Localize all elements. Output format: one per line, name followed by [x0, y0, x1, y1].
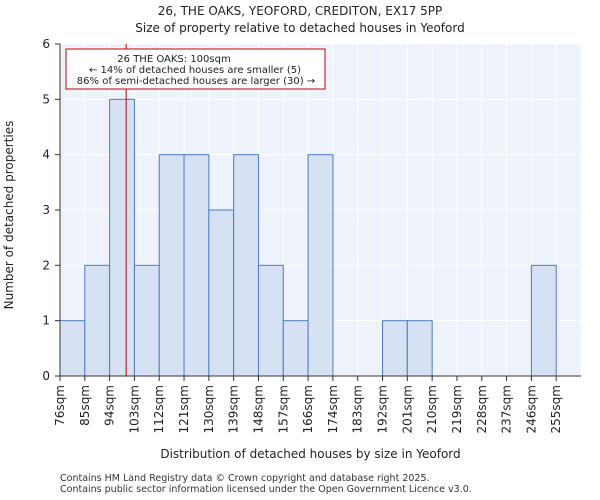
- x-tick-label: 219sqm: [450, 385, 464, 433]
- x-tick-label: 210sqm: [425, 385, 439, 433]
- x-tick-label: 183sqm: [351, 385, 365, 433]
- bar: [158, 154, 185, 377]
- chart-title: 26, THE OAKS, YEOFORD, CREDITON, EX17 5P…: [157, 4, 443, 18]
- x-tick-label: 103sqm: [127, 385, 141, 433]
- y-tick-label: 5: [42, 92, 50, 106]
- x-tick-label: 166sqm: [301, 385, 315, 433]
- bar: [530, 264, 557, 377]
- y-tick-label: 6: [42, 37, 50, 51]
- x-tick-label: 228sqm: [475, 385, 489, 433]
- x-tick-label: 148sqm: [251, 385, 265, 433]
- footer-line-2: Contains public sector information licen…: [60, 484, 472, 495]
- chart-subtitle: Size of property relative to detached ho…: [135, 21, 465, 35]
- x-tick-label: 139sqm: [227, 385, 241, 433]
- annotation-line: 86% of semi-detached houses are larger (…: [77, 76, 315, 87]
- x-tick-label: 201sqm: [400, 385, 414, 433]
- x-tick-label: 121sqm: [177, 385, 191, 433]
- x-tick-label: 174sqm: [326, 385, 340, 433]
- footer-line-1: Contains HM Land Registry data © Crown c…: [60, 473, 430, 484]
- y-tick-label: 1: [42, 314, 50, 328]
- bar: [382, 320, 408, 377]
- bar: [59, 320, 86, 377]
- bar: [406, 320, 433, 377]
- x-tick-label: 94sqm: [103, 385, 117, 426]
- y-tick-label: 0: [42, 369, 50, 383]
- bar: [208, 209, 235, 377]
- bar: [257, 264, 284, 377]
- bar: [109, 98, 135, 377]
- x-tick-label: 130sqm: [202, 385, 216, 433]
- bar: [233, 154, 259, 377]
- x-tick-label: 76sqm: [53, 385, 67, 426]
- annotation-line: 26 THE OAKS: 100sqm: [117, 54, 230, 65]
- bar: [307, 154, 334, 377]
- x-tick-label: 85sqm: [78, 385, 92, 426]
- x-tick-label: 157sqm: [276, 385, 290, 433]
- y-tick-label: 3: [42, 203, 50, 217]
- x-tick-label: 255sqm: [549, 385, 563, 433]
- x-tick-label: 112sqm: [152, 385, 166, 433]
- y-tick-label: 2: [42, 258, 50, 272]
- bar: [183, 154, 210, 377]
- x-tick-label: 246sqm: [524, 385, 538, 433]
- x-tick-label: 237sqm: [500, 385, 514, 433]
- x-tick-label: 192sqm: [376, 385, 390, 433]
- annotation-box: [65, 48, 326, 90]
- x-axis-title: Distribution of detached houses by size …: [160, 447, 460, 461]
- annotation-line: ← 14% of detached houses are smaller (5): [89, 65, 301, 76]
- y-axis-title: Number of detached properties: [2, 121, 16, 310]
- bar: [133, 264, 160, 377]
- y-tick-label: 4: [42, 148, 50, 162]
- bar: [84, 264, 111, 377]
- bar: [282, 320, 309, 377]
